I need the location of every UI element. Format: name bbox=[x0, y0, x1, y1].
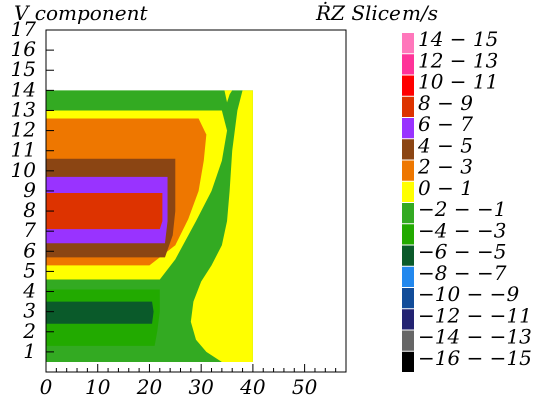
legend-swatch bbox=[402, 203, 414, 224]
chart-title: V component bbox=[14, 1, 148, 25]
y-tick-label: 12 bbox=[11, 118, 36, 142]
legend-swatch bbox=[402, 118, 414, 139]
region-neg6-neg5 bbox=[46, 301, 154, 324]
legend-swatch bbox=[402, 288, 414, 309]
y-tick-label: 15 bbox=[11, 57, 36, 81]
x-tick-label: 50 bbox=[292, 375, 318, 399]
y-tick-label: 9 bbox=[23, 178, 36, 202]
legend-swatch bbox=[402, 160, 414, 181]
legend-label: −4 − −3 bbox=[418, 218, 506, 242]
y-tick-label: 8 bbox=[23, 198, 36, 222]
chart-subtitle: ṘZ Slice bbox=[316, 1, 401, 25]
legend-label: −2 − −1 bbox=[418, 197, 506, 221]
y-tick-label: 2 bbox=[22, 319, 36, 343]
y-tick-label: 11 bbox=[11, 138, 36, 162]
legend-label: 6 − 7 bbox=[418, 112, 473, 136]
unit-label: m/s bbox=[402, 1, 438, 25]
y-tick-label: 3 bbox=[23, 299, 36, 323]
legend-swatch bbox=[402, 266, 414, 287]
plot-area bbox=[46, 30, 346, 372]
legend-swatch bbox=[402, 181, 414, 202]
x-tick-label: 40 bbox=[239, 375, 266, 399]
y-tick-label: 6 bbox=[23, 238, 36, 262]
legend-label: 12 − 13 bbox=[418, 48, 498, 72]
region-8-9 bbox=[46, 192, 163, 230]
legend-swatch bbox=[402, 309, 414, 330]
y-tick-label: 16 bbox=[11, 37, 37, 61]
legend-swatch bbox=[402, 245, 414, 266]
legend-label: 14 − 15 bbox=[418, 27, 498, 51]
y-tick-label: 17 bbox=[11, 17, 37, 41]
legend-label: −14 − −13 bbox=[418, 325, 532, 349]
x-tick-label: 20 bbox=[136, 375, 163, 399]
y-tick-label: 10 bbox=[11, 158, 37, 182]
legend-label: −12 − −11 bbox=[418, 303, 532, 327]
plot-border bbox=[45, 29, 347, 373]
region-0-1-right bbox=[190, 90, 253, 362]
legend-label: 10 − 11 bbox=[418, 70, 498, 94]
x-tick-label: 30 bbox=[188, 375, 214, 399]
legend-label: 8 − 9 bbox=[418, 91, 473, 115]
legend-label: −10 − −9 bbox=[418, 282, 519, 306]
y-tick-label: 13 bbox=[11, 97, 36, 121]
legend-swatch bbox=[402, 139, 414, 160]
legend-label: −6 − −5 bbox=[418, 240, 506, 264]
legend-label: −16 − −15 bbox=[418, 346, 532, 370]
legend-label: 4 − 5 bbox=[417, 133, 473, 157]
legend-swatch bbox=[402, 96, 414, 117]
y-tick-label: 7 bbox=[23, 218, 36, 242]
legend-swatch bbox=[402, 351, 414, 372]
y-tick-label: 4 bbox=[22, 279, 36, 303]
y-tick-label: 1 bbox=[23, 339, 36, 363]
legend-swatch bbox=[402, 75, 414, 96]
legend-label: 0 − 1 bbox=[418, 176, 473, 200]
legend-label: −8 − −7 bbox=[418, 261, 507, 285]
legend-swatch bbox=[402, 330, 414, 351]
legend-swatch bbox=[402, 54, 414, 75]
y-tick-label: 5 bbox=[23, 258, 36, 282]
x-tick-label: 10 bbox=[85, 375, 111, 399]
x-tick-label: 0 bbox=[40, 375, 53, 399]
y-tick-label: 14 bbox=[11, 77, 36, 101]
legend-swatch bbox=[402, 33, 414, 54]
legend-swatch bbox=[402, 224, 414, 245]
legend-label: 2 − 3 bbox=[417, 155, 473, 179]
region-0-1-top-speck bbox=[224, 90, 233, 103]
